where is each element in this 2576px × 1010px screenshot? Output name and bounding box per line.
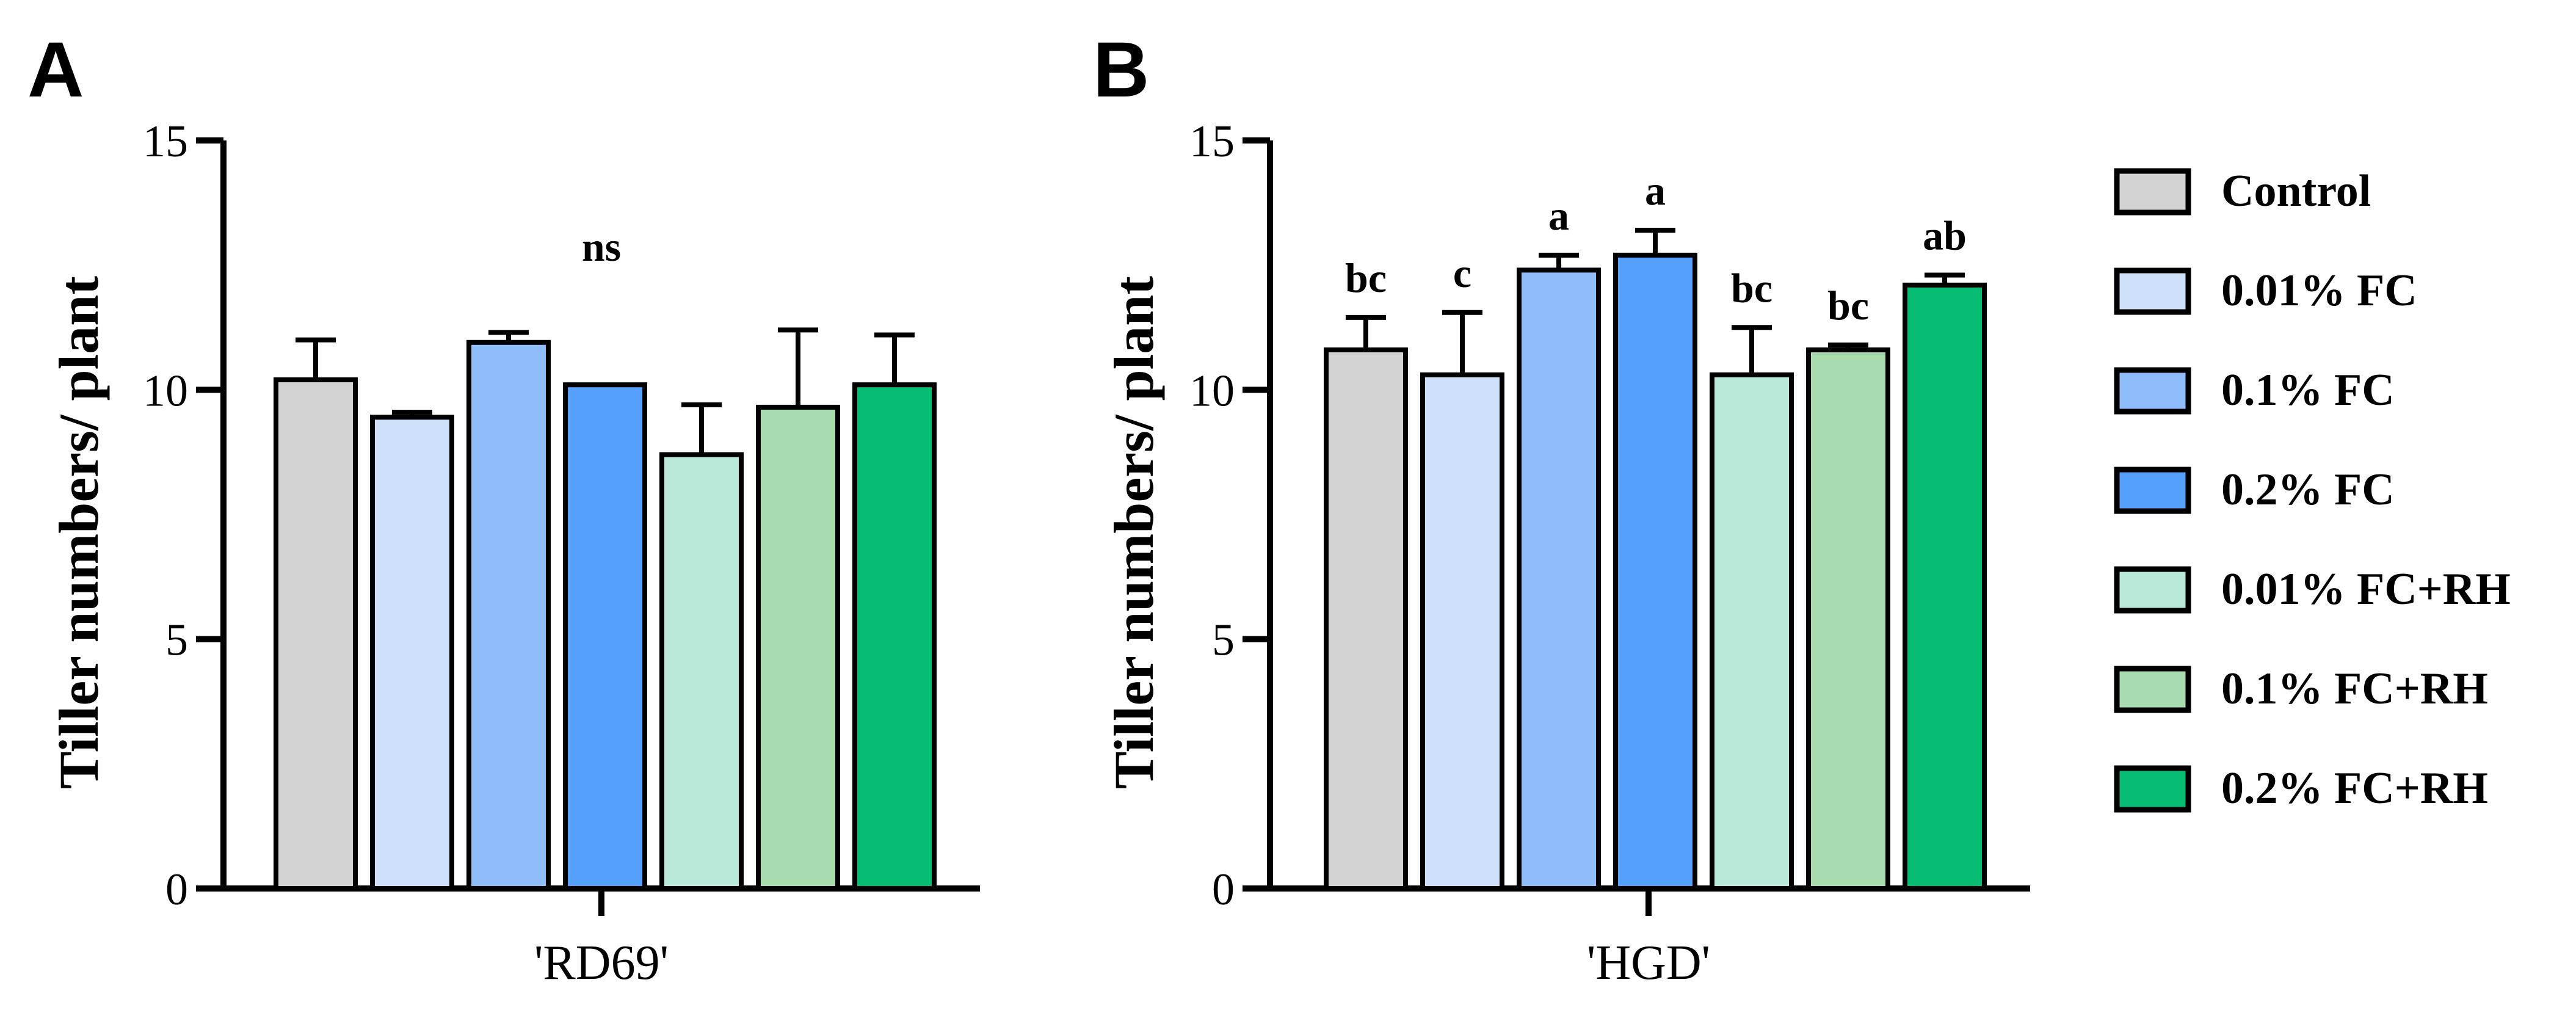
panel-a-bar-5 <box>756 404 840 891</box>
panel-b-bar-2 <box>1517 267 1601 892</box>
legend-swatch-6 <box>2114 765 2191 813</box>
panel-b-category-label: 'HGD' <box>1587 936 1710 990</box>
panel-b-sig-label-4: bc <box>1731 264 1772 311</box>
legend-swatch-0 <box>2114 168 2191 216</box>
panel-b-sig-label-3: a <box>1645 167 1666 214</box>
panel-a-bar-4 <box>659 452 744 891</box>
panel-b-sig-label-2: a <box>1548 192 1569 239</box>
panel-a-bar-1 <box>370 415 454 891</box>
panel-b-bar-3 <box>1613 252 1697 891</box>
legend: Control 0.01% FC 0.1% FC 0.2% FC 0.01% FC+RH… <box>2114 166 2511 813</box>
legend-swatch-5 <box>2114 666 2191 713</box>
panel-b-bar-6 <box>1903 282 1987 892</box>
panel-a-significance: ns <box>582 223 621 270</box>
panel-a-category-label: 'RD69' <box>534 936 669 990</box>
legend-label-0: Control <box>2221 166 2371 216</box>
panel-b-y-tick-label-5: 5 <box>1212 616 1235 666</box>
panel-b-bar-0 <box>1324 347 1408 891</box>
panel-b-y-axis-label: Tiller numbers/ plant <box>1103 276 1165 789</box>
legend-swatch-4 <box>2114 566 2191 614</box>
legend-label-4: 0.01% FC+RH <box>2221 564 2511 614</box>
legend-swatch-3 <box>2114 467 2191 514</box>
panel-a-y-tick-label-15: 15 <box>143 117 188 167</box>
panel-a-y-tick-label-0: 0 <box>165 865 188 915</box>
panel-b-sig-label-6: ab <box>1923 213 1967 259</box>
panel-b-bars <box>1324 252 1987 892</box>
panel-b-letter: B <box>1093 26 1149 114</box>
panel-a-error-bars <box>296 327 915 455</box>
legend-label-6: 0.2% FC+RH <box>2221 763 2488 813</box>
panel-a-ticks: 0 5 10 15 <box>143 117 223 915</box>
panel-b-bar-1 <box>1420 372 1504 891</box>
legend-label-2: 0.1% FC <box>2221 365 2395 415</box>
panel-a-letter: A <box>27 26 84 114</box>
panel-b-significance-letters: bc c a a bc bc ab <box>1345 167 1967 329</box>
panel-a-bar-3 <box>563 382 647 891</box>
panel-b-y-tick-label-0: 0 <box>1212 865 1235 915</box>
panel-b-y-tick-label-15: 15 <box>1189 117 1235 167</box>
panel-a-bar-6 <box>852 382 937 891</box>
legend-swatch-2 <box>2114 367 2191 415</box>
panel-a-bar-0 <box>274 377 358 891</box>
legend-label-3: 0.2% FC <box>2221 465 2395 515</box>
panel-b-sig-label-0: bc <box>1345 255 1387 301</box>
panel-b-bar-4 <box>1710 372 1794 891</box>
panel-b-y-tick-label-10: 10 <box>1189 366 1235 416</box>
panel-b-sig-label-5: bc <box>1827 282 1869 329</box>
panel-a: A Tiller numbers/ plant 0 5 10 15 ns 'RD69' <box>27 26 980 990</box>
panel-b-sig-label-1: c <box>1453 250 1471 296</box>
panel-a-y-tick-label-5: 5 <box>165 616 188 666</box>
panel-a-bar-2 <box>466 340 551 891</box>
panel-b-ticks: 0 5 10 15 <box>1189 117 1270 915</box>
legend-swatch-1 <box>2114 267 2191 315</box>
panel-b-error-bars <box>1346 228 1965 375</box>
panel-a-bars <box>274 340 937 891</box>
panel-a-y-tick-label-10: 10 <box>143 366 188 416</box>
panel-b-bar-5 <box>1806 347 1890 891</box>
legend-label-5: 0.1% FC+RH <box>2221 664 2488 714</box>
legend-label-1: 0.01% FC <box>2221 266 2417 316</box>
panel-a-y-axis-label: Tiller numbers/ plant <box>48 276 110 789</box>
